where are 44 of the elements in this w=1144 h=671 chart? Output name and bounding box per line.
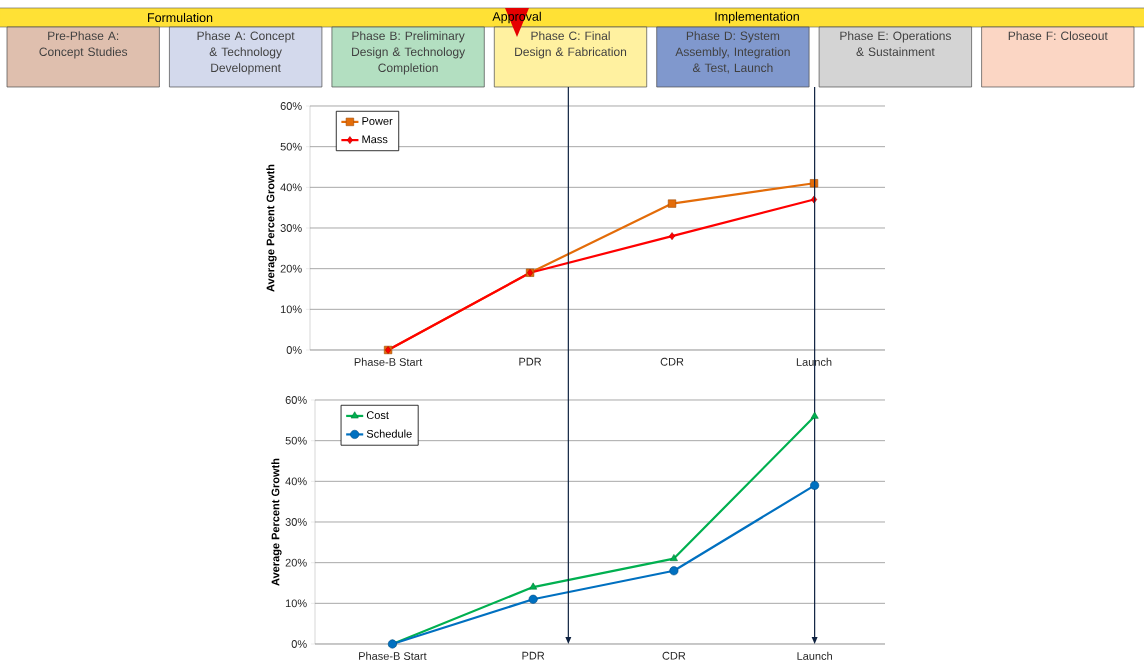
y-tick-label: 0% (286, 346, 302, 354)
x-tick-label: CDR (662, 651, 686, 660)
point (810, 411, 819, 419)
y-tick-label: 20% (285, 558, 307, 567)
y-tick-label: 50% (285, 436, 307, 445)
legend-label: Schedule (366, 429, 412, 438)
y-tick-label: 30% (285, 518, 307, 526)
category-label: Phase D: System Assembly, Integration & Test, Launch (675, 31, 790, 74)
point (669, 554, 678, 561)
x-tick-label: Phase-B Start (354, 357, 423, 366)
y-tick-label: 60% (285, 396, 307, 404)
category-label: Phase C: Final Design & Fabrication (515, 31, 627, 59)
category-label: Phase A: Concept & Technology Development (197, 31, 295, 75)
x-tick-label: PDR (519, 357, 542, 366)
point (669, 232, 676, 241)
category-label: Phase E: Operations & Sustainment (840, 31, 951, 56)
category-label: Phase B: Preliminary Design & Technology Completion (352, 31, 466, 75)
y-tick-label: 10% (280, 305, 302, 314)
category-label: Phase F: Closeout (1008, 31, 1108, 40)
point (669, 566, 679, 576)
y-tick-label: 40% (280, 183, 302, 192)
y-tick-label: 50% (280, 142, 302, 151)
x-tick-label: Phase-B Start (359, 651, 427, 660)
point (667, 199, 677, 208)
x-tick-label: Launch (797, 651, 832, 660)
legend-label: Cost (366, 411, 389, 420)
y-tick-label: 30% (280, 224, 302, 232)
category-label: Pre-Phase A: Concept Studies (39, 31, 128, 59)
y-axis-title: Average Percent Growth (266, 164, 277, 292)
y-axis-title: Average Percent Growth (271, 458, 282, 586)
legend-label: Mass (362, 135, 388, 144)
legend-label: Power (362, 117, 393, 125)
text: Formulation (148, 12, 213, 23)
y-tick-label: 40% (285, 477, 307, 486)
y-tick-label: 60% (280, 102, 302, 110)
text: Implementation (715, 11, 799, 24)
x-tick-label: PDR (522, 651, 545, 660)
point (529, 582, 538, 590)
y-tick-label: 10% (285, 599, 307, 608)
point (810, 480, 820, 490)
y-tick-label: 20% (280, 264, 302, 273)
y-tick-label: 0% (291, 640, 307, 648)
point (528, 594, 538, 604)
x-tick-label: CDR (660, 357, 684, 366)
